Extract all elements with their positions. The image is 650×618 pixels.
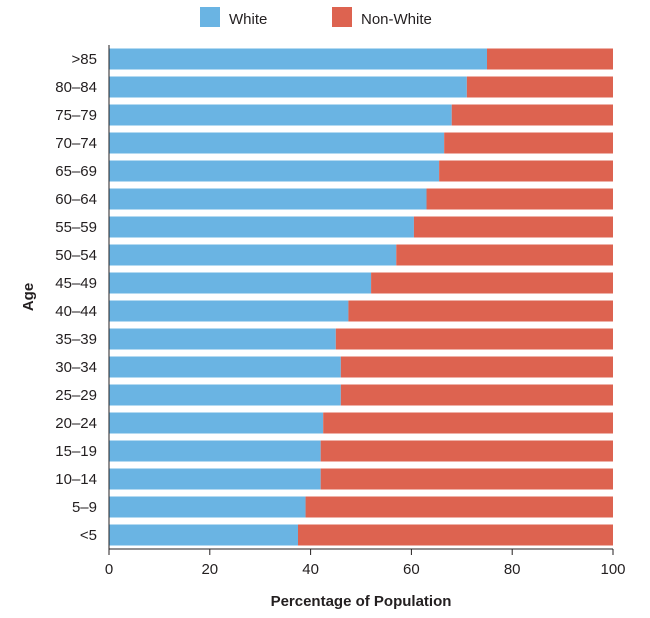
bar-white-3	[109, 104, 452, 126]
bar-white-2	[109, 76, 467, 98]
bar-white-4	[109, 132, 445, 154]
y-tick-label: 25–29	[55, 387, 97, 404]
bar-white-9	[109, 272, 372, 294]
x-tick-label: 40	[302, 561, 319, 578]
bar-non-white-14	[323, 412, 613, 434]
bar-non-white-4	[444, 132, 613, 154]
x-axis-title: Percentage of Population	[271, 593, 452, 610]
bar-white-12	[109, 356, 341, 378]
legend-swatch-non-white	[332, 7, 352, 27]
legend: White Non-White	[200, 7, 432, 28]
y-tick-labels: >85 80–84 75–79 70–74 65–69 60–64 55–59 50–54 45…	[55, 51, 97, 544]
bar-white-6	[109, 188, 427, 210]
bar-non-white-6	[426, 188, 613, 210]
legend-label-white: White	[229, 11, 267, 28]
bar-non-white-1	[487, 48, 613, 70]
bar-non-white-13	[340, 384, 613, 406]
bar-white-8	[109, 244, 397, 266]
legend-swatch-white	[200, 7, 220, 27]
x-tick-label: 20	[201, 561, 218, 578]
bar-white-11	[109, 328, 336, 350]
bar-white-5	[109, 160, 440, 182]
y-tick-label: 50–54	[55, 247, 97, 264]
y-tick-label: 65–69	[55, 163, 97, 180]
y-tick-label: 5–9	[72, 499, 97, 516]
y-tick-label: 60–64	[55, 191, 97, 208]
bar-white-10	[109, 300, 349, 322]
bar-white-13	[109, 384, 341, 406]
bar-non-white-2	[466, 76, 613, 98]
axes	[108, 45, 613, 550]
y-tick-label: 35–39	[55, 331, 97, 348]
x-ticks: 0 20 40 60 80 100	[105, 549, 626, 578]
bar-white-17	[109, 496, 306, 518]
bars	[109, 48, 613, 546]
y-tick-label: 55–59	[55, 219, 97, 236]
bar-white-15	[109, 440, 321, 462]
bar-non-white-16	[320, 468, 613, 490]
bar-non-white-10	[348, 300, 613, 322]
bar-non-white-15	[320, 440, 613, 462]
bar-non-white-12	[340, 356, 613, 378]
bar-non-white-5	[439, 160, 613, 182]
bar-non-white-9	[371, 272, 613, 294]
bar-white-14	[109, 412, 324, 434]
y-tick-label: 80–84	[55, 79, 97, 96]
y-axis-title: Age	[20, 283, 37, 311]
bar-non-white-18	[298, 524, 613, 546]
bar-white-18	[109, 524, 298, 546]
x-tick-label: 0	[105, 561, 113, 578]
x-tick-label: 60	[403, 561, 420, 578]
bar-non-white-8	[396, 244, 613, 266]
bar-white-16	[109, 468, 321, 490]
y-tick-label: 10–14	[55, 471, 97, 488]
x-tick-label: 80	[504, 561, 521, 578]
bar-white-1	[109, 48, 487, 70]
legend-label-non-white: Non-White	[361, 11, 432, 28]
x-tick-label: 100	[600, 561, 625, 578]
y-tick-label: 20–24	[55, 415, 97, 432]
y-tick-label: 70–74	[55, 135, 97, 152]
y-tick-label: 15–19	[55, 443, 97, 460]
y-tick-label: 40–44	[55, 303, 97, 320]
y-tick-label: 45–49	[55, 275, 97, 292]
y-tick-label: 30–34	[55, 359, 97, 376]
y-tick-label: 75–79	[55, 107, 97, 124]
bar-non-white-17	[305, 496, 613, 518]
y-tick-label: <5	[80, 527, 97, 544]
bar-non-white-7	[413, 216, 613, 238]
bar-non-white-3	[451, 104, 613, 126]
bar-non-white-11	[335, 328, 613, 350]
y-tick-label: >85	[72, 51, 97, 68]
bar-white-7	[109, 216, 414, 238]
